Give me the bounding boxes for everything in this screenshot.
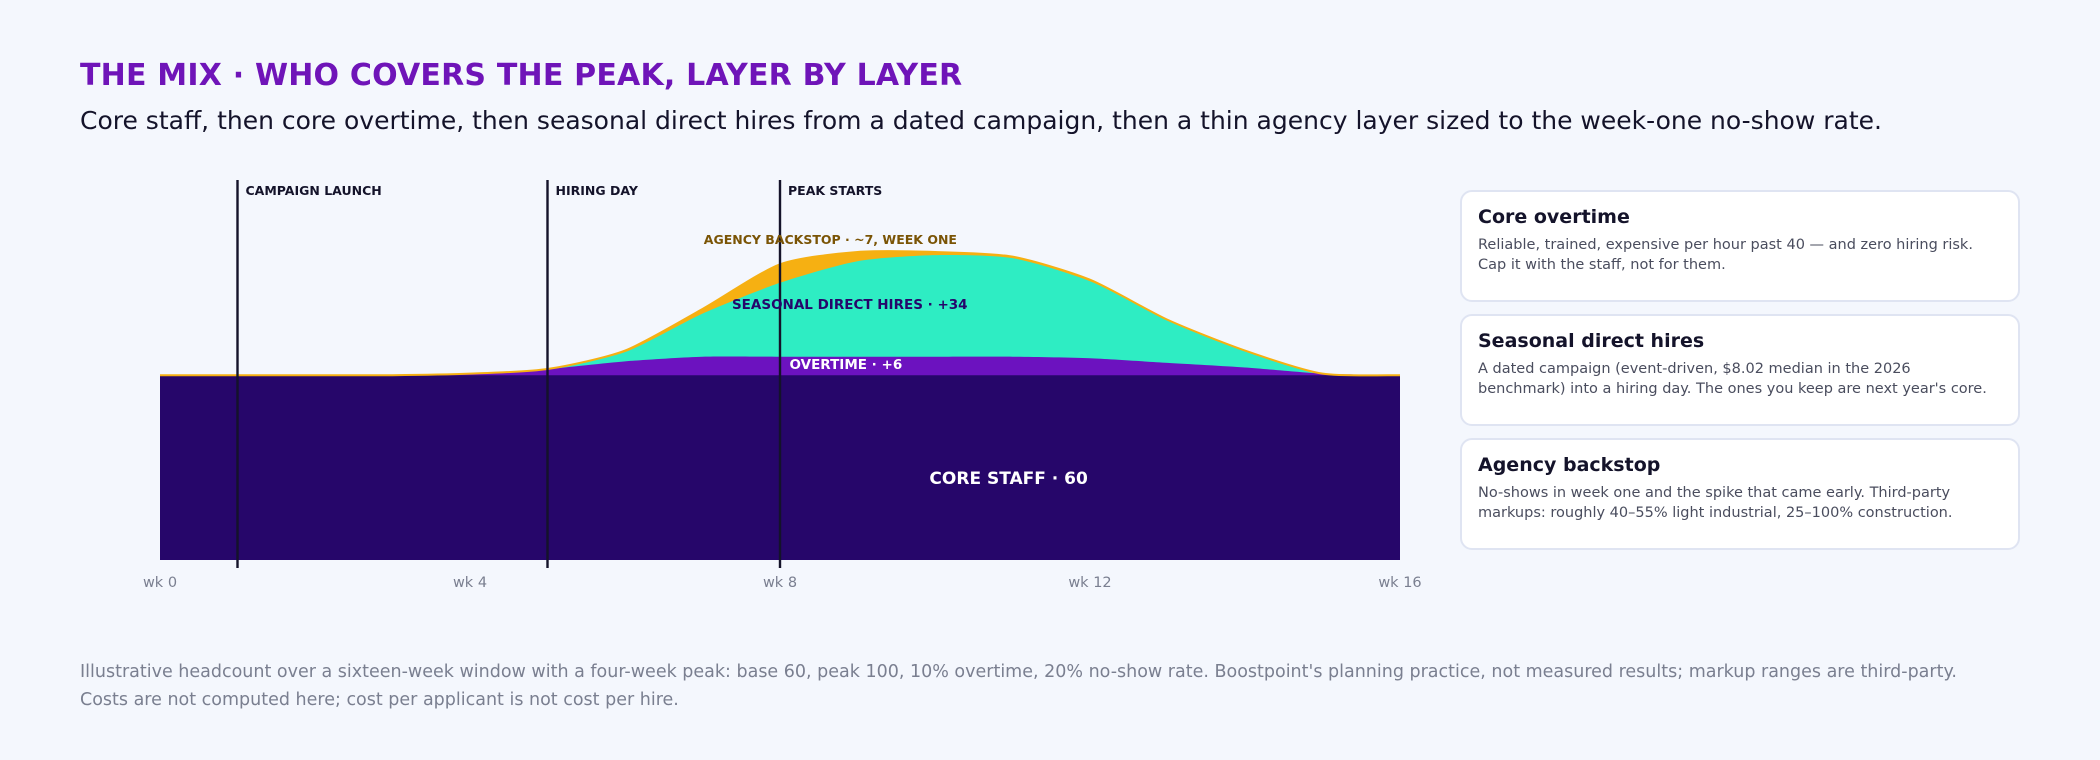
card-agency-backstop: Agency backstop No-shows in week one and… [1460, 438, 2020, 550]
explanation-cards: Core overtime Reliable, trained, expensi… [1460, 190, 2020, 562]
series-labels: CORE STAFF · 60 OVERTIME · +6 SEASONAL DIR… [704, 232, 1088, 489]
x-tick-label: wk 4 [453, 575, 487, 591]
card-text-line: Reliable, trained, expensive per hour pa… [1478, 237, 1973, 253]
event-label: PEAK STARTS [788, 183, 882, 198]
card-text-line: No-shows in week one and the spike that … [1478, 485, 1951, 501]
card-text: No-shows in week one and the spike that … [1478, 483, 2002, 523]
card-text-line: benchmark) into a hiring day. The ones y… [1478, 381, 1987, 397]
card-title: Core overtime [1478, 206, 1630, 228]
x-tick-label: wk 16 [1378, 575, 1421, 591]
series-label-seasonal: SEASONAL DIRECT HIRES · +34 [732, 297, 968, 313]
card-core-overtime: Core overtime Reliable, trained, expensi… [1460, 190, 2020, 302]
card-text: Reliable, trained, expensive per hour pa… [1478, 235, 2002, 275]
card-seasonal-direct-hires: Seasonal direct hires A dated campaign (… [1460, 314, 2020, 426]
footnote: Illustrative headcount over a sixteen-we… [80, 658, 2040, 714]
card-title: Agency backstop [1478, 454, 1661, 476]
event-markers: CAMPAIGN LAUNCH HIRING DAY PEAK STARTS [236, 180, 882, 568]
card-text-line: A dated campaign (event-driven, $8.02 me… [1478, 361, 1911, 377]
card-text-line: Cap it with the staff, not for them. [1478, 257, 1726, 273]
page-title: THE MIX · WHO COVERS THE PEAK, LAYER BY … [80, 58, 963, 93]
footnote-line: Costs are not computed here; cost per ap… [80, 690, 679, 710]
event-label: HIRING DAY [556, 183, 639, 198]
series-label-overtime: OVERTIME · +6 [790, 357, 903, 373]
page-subtitle: Core staff, then core overtime, then sea… [80, 106, 1882, 135]
stacked-area-chart: CAMPAIGN LAUNCH HIRING DAY PEAK STARTS COR… [143, 180, 1422, 591]
x-tick-label: wk 8 [763, 575, 797, 591]
footnote-line: Illustrative headcount over a sixteen-we… [80, 662, 1957, 682]
card-text: A dated campaign (event-driven, $8.02 me… [1478, 359, 2002, 399]
series-label-agency: AGENCY BACKSTOP · ~7, WEEK ONE [704, 232, 957, 247]
series-label-core: CORE STAFF · 60 [929, 469, 1088, 489]
card-text-line: markups: roughly 40–55% light industrial… [1478, 505, 1953, 521]
card-title: Seasonal direct hires [1478, 330, 1705, 352]
event-label: CAMPAIGN LAUNCH [246, 183, 382, 198]
x-tick-label: wk 0 [143, 575, 177, 591]
x-tick-label: wk 12 [1068, 575, 1111, 591]
x-axis-ticks: wk 0 wk 4 wk 8 wk 12 wk 16 [143, 575, 1422, 591]
